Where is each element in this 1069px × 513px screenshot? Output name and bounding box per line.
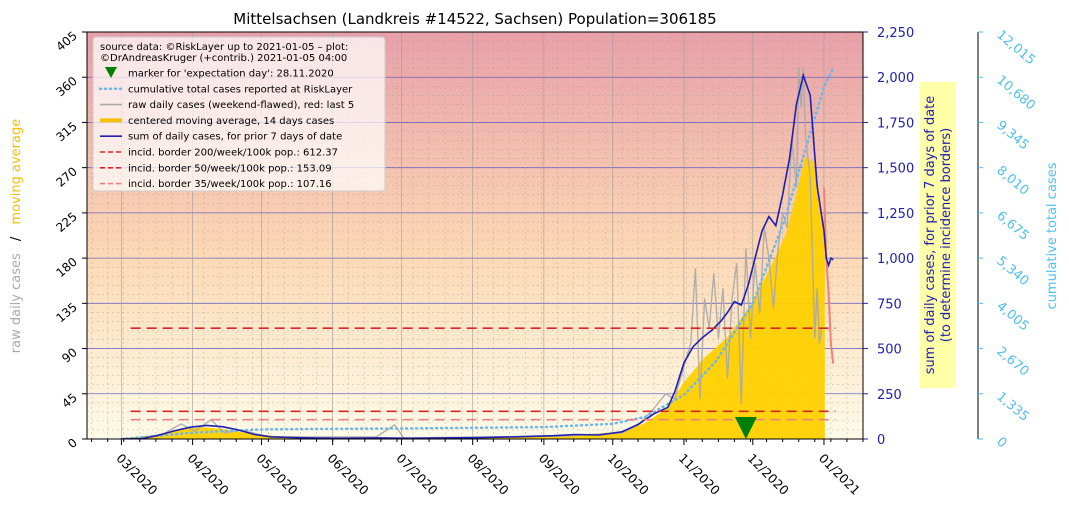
right1-axis-tick-label: 2,250 [877,26,914,41]
legend-entry-moving: centered moving average, 14 days cases [100,116,334,127]
left-axis-tick-label: 360 [53,74,80,99]
right2-axis-tick-label: 12,015 [993,28,1037,69]
series-cumulative [120,66,835,439]
right1-axis-tick-label: 2,000 [877,71,914,86]
legend: source data: ©RiskLayer up to 2021-01-05… [92,36,386,192]
x-axis-tick-label: 09/2020 [536,451,583,498]
chart-title: Mittelsachsen (Landkreis #14522, Sachsen… [233,10,716,28]
legend-label-b35: incid. border 35/week/100k pop.: 107.16 [128,179,332,190]
left-axis: 0 45 90 135 180 225 270 315 360 405 [53,29,87,452]
left-axis-label-raw: raw daily cases [9,253,24,353]
legend-entry-b35: incid. border 35/week/100k pop.: 107.16 [100,179,332,190]
x-axis-tick-label: 03/2020 [113,451,160,498]
x-axis-tick-label: 06/2020 [325,451,372,498]
right2-axis-tick-label: 8,010 [993,163,1031,198]
left-axis-tick-label: 0 [65,436,80,452]
x-axis-tick-label: 01/2021 [816,451,863,498]
x-axis-tick-label: 08/2020 [465,451,512,498]
right2-axis-tick-label: 5,340 [993,254,1031,289]
left-axis-label: raw daily cases / moving average [9,119,24,353]
right2-axis-tick-label: 4,005 [993,299,1031,334]
right1-axis-tick-label: 0 [877,433,885,448]
legend-label-moving: centered moving average, 14 days cases [128,116,334,127]
legend-entry-marker: marker for 'expectation day': 28.11.2020 [105,67,334,80]
right1-axis-tick-label: 1,000 [877,252,914,267]
right1-axis-tick-label: 250 [877,388,902,403]
right1-axis-label-line2: (to determine incidence borders) [939,128,954,343]
right2-axis-tick-label: 0 [993,435,1009,452]
right2-axis-label: cumulative total cases [1045,162,1060,309]
x-axis-tick-label: 07/2020 [393,451,440,498]
legend-entry-raw: raw daily cases (weekend-flawed), red: l… [100,100,354,111]
x-axis-tick-label: 04/2020 [184,451,231,498]
left-axis-tick-label: 270 [53,164,80,189]
right1-label-box [920,82,956,388]
legend-entry-b50: incid. border 50/week/100k pop.: 153.09 [100,163,332,174]
incidence-borders [130,327,836,421]
legend-entry-b200: incid. border 200/week/100k pop.: 612.37 [100,148,338,159]
left-axis-tick-label: 90 [59,345,80,366]
legend-label-b200: incid. border 200/week/100k pop.: 612.37 [128,148,338,159]
right-axis-cumulative: 0 1,335 2,670 4,005 5,340 6,675 8,010 9,345 10,6… [977,28,1038,452]
right1-axis-tick-label: 1,250 [877,207,914,222]
legend-label-sum7: sum of daily cases, for prior 7 days of … [128,132,342,143]
left-axis-tick-label: 405 [53,29,80,54]
series-layer [120,66,835,439]
series-sum-7-days [121,72,834,439]
right1-axis-label-line1: sum of daily cases, for prior 7 days of … [923,96,938,375]
legend-label-cumulative: cumulative total cases reported at RiskL… [128,84,353,95]
x-axis-tick-label: 11/2020 [676,451,723,498]
legend-entry-cumulative: cumulative total cases reported at RiskL… [98,84,353,95]
right2-axis-tick-label: 1,335 [993,389,1031,424]
right-axis-sum: 0 250 500 750 1,000 1,250 1,500 1,750 2,000 2,250 [863,26,914,448]
left-axis-tick-label: 180 [53,255,80,280]
x-axis: 03/2020 04/2020 05/2020 06/2020 07/2020 08/20… [91,439,864,498]
left-axis-tick-label: 225 [53,209,80,234]
legend-label-b50: incid. border 50/week/100k pop.: 153.09 [128,163,332,174]
right2-axis-tick-label: 2,670 [993,344,1031,379]
right2-axis-tick-label: 10,680 [993,73,1037,114]
legend-source-line1: source data: ©RiskLayer up to 2021-01-05… [100,42,348,53]
left-axis-label-sep: / [9,236,24,241]
right1-axis-tick-label: 750 [877,297,902,312]
left-axis-tick-label: 45 [59,390,80,411]
legend-label-marker: marker for 'expectation day': 28.11.2020 [128,69,334,80]
right1-axis-tick-label: 1,500 [877,162,914,177]
legend-source-line2: ©DrAndreasKruger (+contrib.) 2021-01-05 … [100,53,347,64]
series-moving-average-area [121,156,825,439]
legend-label-raw: raw daily cases (weekend-flawed), red: l… [128,100,354,111]
right2-axis-tick-label: 9,345 [993,118,1031,153]
marker-layer [734,417,757,439]
legend-swatch-marker [105,67,117,78]
plot-frame [86,31,864,440]
x-axis-tick-label: 05/2020 [253,451,300,498]
left-axis-label-avg: moving average [9,119,24,225]
right2-axis-tick-label: 6,675 [993,208,1031,243]
left-axis-tick-label: 315 [53,119,80,144]
left-axis-tick-label: 135 [53,300,80,325]
x-axis-tick-label: 10/2020 [605,451,652,498]
series-raw-last5 [823,187,835,364]
right1-axis-tick-label: 500 [877,343,902,358]
x-axis-tick-label: 12/2020 [745,451,792,498]
legend-box [92,36,386,192]
expectation-day-marker [734,417,757,439]
right1-axis-tick-label: 1,750 [877,116,914,131]
legend-entry-sum7: sum of daily cases, for prior 7 days of … [100,132,342,143]
